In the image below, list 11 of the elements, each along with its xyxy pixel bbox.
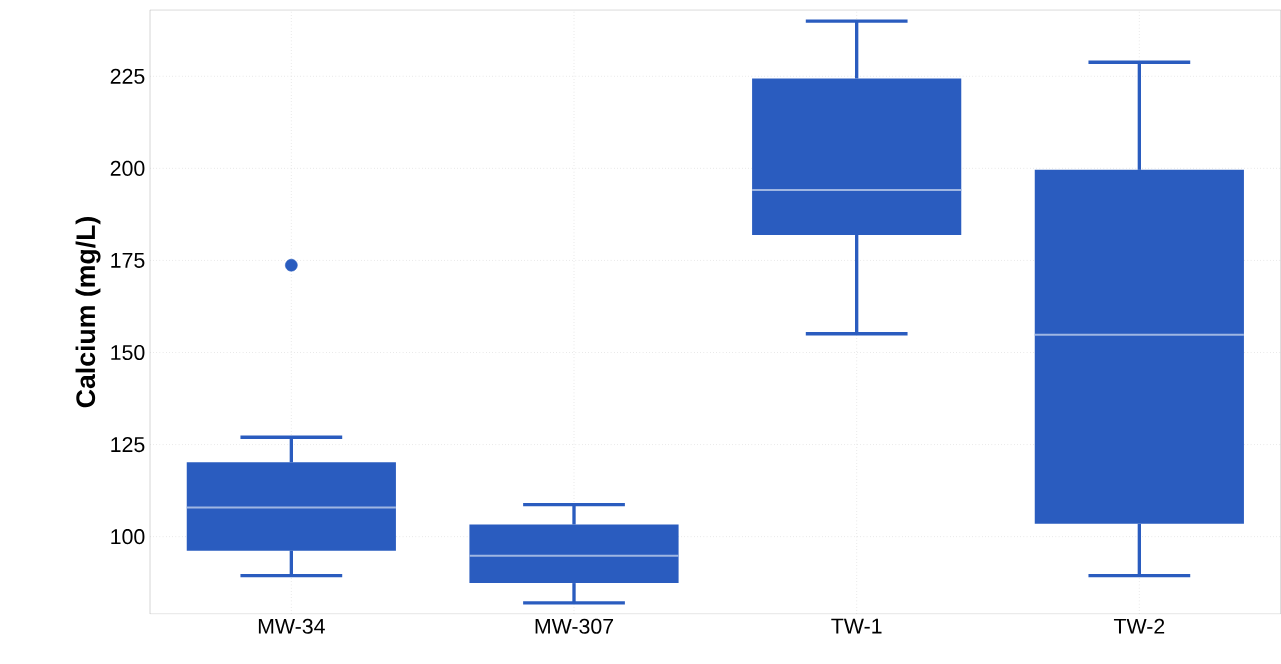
y-axis-title: Calcium (mg/L) <box>75 217 101 408</box>
y-tick-label: 125 <box>111 437 145 453</box>
y-tick-label: 150 <box>111 344 145 361</box>
y-tick-label: 175 <box>111 252 145 268</box>
x-tick-label: MW-307 <box>535 618 614 634</box>
y-tick-label: 225 <box>110 68 145 84</box>
y-tick-label: 200 <box>110 160 145 176</box>
x-tick-label: TW-2 <box>1113 618 1165 634</box>
y-tick-label: 100 <box>111 529 145 545</box>
x-tick-label: MW-34 <box>258 618 325 634</box>
x-tick-label: TW-1 <box>831 618 882 634</box>
